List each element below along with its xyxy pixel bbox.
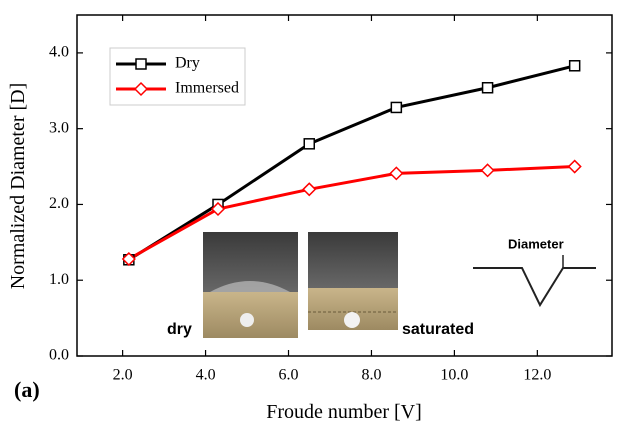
x-axis-title: Froude number [V]: [266, 401, 422, 423]
legend-label: Immersed: [175, 80, 239, 97]
legend-box: [109, 47, 246, 106]
inset-photo-dry: [203, 232, 298, 338]
point: [480, 163, 495, 178]
point: [567, 159, 582, 174]
plot-frame: [76, 14, 613, 357]
y-tick-label: 4.0: [49, 44, 69, 61]
point: [302, 182, 317, 197]
diagram-label: Diameter: [508, 236, 564, 251]
x-tick-label: 4.0: [196, 367, 216, 384]
y-tick-label: 0.0: [49, 347, 69, 364]
legend-marker: [133, 81, 149, 97]
point: [390, 101, 403, 114]
x-tick-label: 6.0: [279, 367, 299, 384]
point: [303, 138, 315, 150]
y-tick-label: 1.0: [49, 271, 69, 288]
point: [481, 81, 494, 94]
legend-marker: [135, 58, 147, 70]
x-tick-label: 12.0: [523, 367, 551, 384]
legend-label: Dry: [175, 55, 200, 72]
inset-photo-saturated: [308, 232, 398, 330]
x-tick-label: 2.0: [113, 367, 133, 384]
x-tick-label: 10.0: [440, 367, 468, 384]
y-tick-label: 3.0: [49, 119, 69, 136]
point: [210, 201, 226, 217]
x-tick-label: 8.0: [361, 367, 381, 384]
y-axis-title: Normalized Diameter [D]: [7, 83, 29, 290]
panel-label: (a): [14, 377, 40, 402]
point: [121, 251, 136, 267]
series-line: [128, 64, 576, 262]
diameter-diagram: [473, 255, 596, 308]
point: [389, 166, 404, 181]
inset-label: saturated: [402, 321, 474, 338]
inset-label: dry: [167, 321, 192, 338]
point: [568, 60, 581, 72]
y-tick-label: 2.0: [49, 195, 69, 212]
series-line: [128, 165, 575, 261]
